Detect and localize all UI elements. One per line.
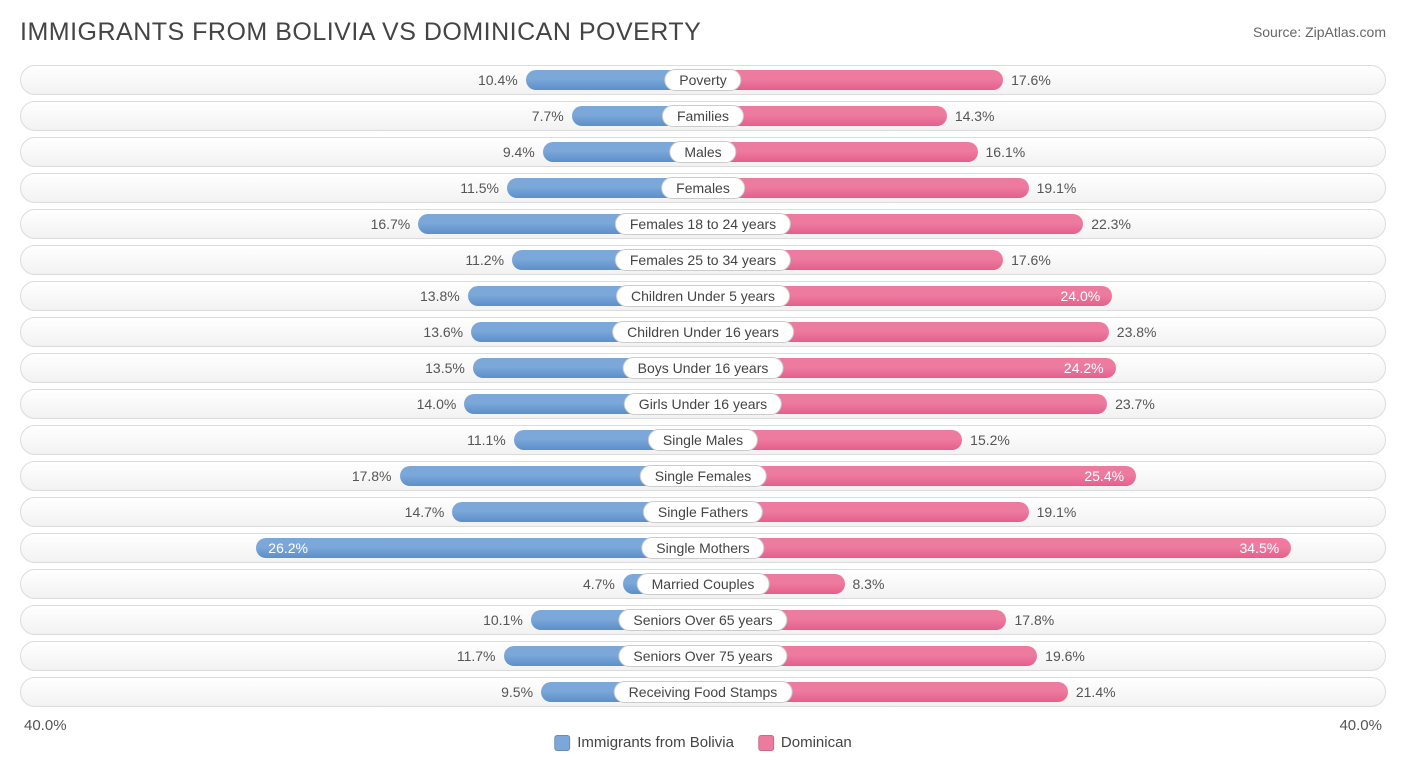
- chart-row: 14.0% 23.7% Girls Under 16 years: [20, 389, 1386, 419]
- chart-header: IMMIGRANTS FROM BOLIVIA VS DOMINICAN POV…: [20, 18, 1386, 47]
- value-left: 16.7%: [371, 210, 419, 238]
- category-label: Girls Under 16 years: [624, 393, 782, 415]
- source-name: ZipAtlas.com: [1305, 24, 1386, 40]
- value-left: 11.2%: [465, 246, 512, 274]
- value-right: 14.3%: [947, 102, 995, 130]
- legend-swatch-right: [758, 735, 774, 751]
- chart-row: 11.1% 15.2% Single Males: [20, 425, 1386, 455]
- chart-row: 14.7% 19.1% Single Fathers: [20, 497, 1386, 527]
- value-left: 11.5%: [460, 174, 507, 202]
- legend: Immigrants from Bolivia Dominican: [554, 734, 852, 751]
- value-left: 7.7%: [532, 102, 572, 130]
- value-left: 13.6%: [423, 318, 471, 346]
- category-label: Single Mothers: [641, 537, 764, 559]
- value-left: 13.5%: [425, 354, 473, 382]
- value-left: 10.4%: [478, 66, 526, 94]
- chart-row: 17.8% 25.4%Single Females: [20, 461, 1386, 491]
- value-right: 25.4%: [703, 462, 1136, 490]
- legend-label-right: Dominican: [781, 734, 852, 751]
- value-left: 13.8%: [420, 282, 468, 310]
- category-label: Children Under 5 years: [616, 285, 790, 307]
- value-right: 17.6%: [1003, 246, 1051, 274]
- value-left: 9.5%: [501, 678, 541, 706]
- bar-right: [703, 178, 1029, 198]
- category-label: Females 25 to 34 years: [615, 249, 791, 271]
- value-right: 19.6%: [1037, 642, 1085, 670]
- value-left: 4.7%: [583, 570, 623, 598]
- category-label: Receiving Food Stamps: [614, 681, 793, 703]
- bar-right: [703, 70, 1003, 90]
- chart-row: 13.5%24.2%Boys Under 16 years: [20, 353, 1386, 383]
- value-left: 11.1%: [467, 426, 514, 454]
- value-right: 17.6%: [1003, 66, 1051, 94]
- value-left: 14.0%: [417, 390, 465, 418]
- value-right: 22.3%: [1083, 210, 1131, 238]
- chart-row: 4.7% 8.3% Married Couples: [20, 569, 1386, 599]
- value-left: 14.7%: [405, 498, 453, 526]
- butterfly-chart: 10.4% 17.6% Poverty 7.7% 14.3% Families 9.4% 16…: [20, 65, 1386, 707]
- value-right: 19.1%: [1029, 174, 1077, 202]
- category-label: Single Fathers: [643, 501, 763, 523]
- chart-title: IMMIGRANTS FROM BOLIVIA VS DOMINICAN POV…: [20, 18, 701, 47]
- legend-swatch-left: [554, 735, 570, 751]
- category-label: Single Females: [640, 465, 767, 487]
- category-label: Families: [662, 105, 744, 127]
- value-left: 10.1%: [483, 606, 531, 634]
- axis-max-right: 40.0%: [703, 717, 1386, 734]
- chart-row: 10.4% 17.6% Poverty: [20, 65, 1386, 95]
- chart-row: 13.6% 23.8% Children Under 16 years: [20, 317, 1386, 347]
- chart-row: 11.2% 17.6% Females 25 to 34 years: [20, 245, 1386, 275]
- category-label: Children Under 16 years: [612, 321, 794, 343]
- value-left: 26.2%: [256, 534, 703, 562]
- value-left: 17.8%: [352, 462, 400, 490]
- value-left: 11.7%: [457, 642, 504, 670]
- value-right: 16.1%: [978, 138, 1026, 166]
- chart-row: 16.7% 22.3% Females 18 to 24 years: [20, 209, 1386, 239]
- axis-max-left: 40.0%: [20, 717, 703, 734]
- value-right: 19.1%: [1029, 498, 1077, 526]
- chart-row: 9.5% 21.4% Receiving Food Stamps: [20, 677, 1386, 707]
- axis-labels: 40.0% 40.0%: [20, 717, 1386, 734]
- chart-row: 7.7% 14.3% Families: [20, 101, 1386, 131]
- value-right: 21.4%: [1068, 678, 1116, 706]
- legend-label-left: Immigrants from Bolivia: [577, 734, 734, 751]
- category-label: Seniors Over 65 years: [618, 609, 787, 631]
- value-right: 23.8%: [1109, 318, 1157, 346]
- chart-row: 13.8%24.0%Children Under 5 years: [20, 281, 1386, 311]
- legend-item-right: Dominican: [758, 734, 852, 751]
- chart-row: 11.5% 19.1% Females: [20, 173, 1386, 203]
- category-label: Poverty: [664, 69, 741, 91]
- value-right: 34.5%: [703, 534, 1291, 562]
- category-label: Females: [661, 177, 745, 199]
- value-right: 15.2%: [962, 426, 1010, 454]
- chart-footer: 40.0% 40.0% Immigrants from Bolivia Domi…: [20, 717, 1386, 741]
- category-label: Single Males: [648, 429, 758, 451]
- category-label: Seniors Over 75 years: [618, 645, 787, 667]
- chart-row: 26.2%34.5%Single Mothers: [20, 533, 1386, 563]
- source-label: Source:: [1253, 24, 1301, 40]
- bar-right: [703, 142, 978, 162]
- category-label: Married Couples: [637, 573, 770, 595]
- source-attribution: Source: ZipAtlas.com: [1253, 24, 1386, 40]
- category-label: Males: [669, 141, 736, 163]
- value-left: 9.4%: [503, 138, 543, 166]
- value-right: 17.8%: [1006, 606, 1054, 634]
- value-right: 23.7%: [1107, 390, 1155, 418]
- legend-item-left: Immigrants from Bolivia: [554, 734, 734, 751]
- category-label: Females 18 to 24 years: [615, 213, 791, 235]
- chart-row: 9.4% 16.1% Males: [20, 137, 1386, 167]
- category-label: Boys Under 16 years: [623, 357, 784, 379]
- chart-row: 11.7% 19.6% Seniors Over 75 years: [20, 641, 1386, 671]
- value-right: 8.3%: [845, 570, 885, 598]
- chart-row: 10.1% 17.8% Seniors Over 65 years: [20, 605, 1386, 635]
